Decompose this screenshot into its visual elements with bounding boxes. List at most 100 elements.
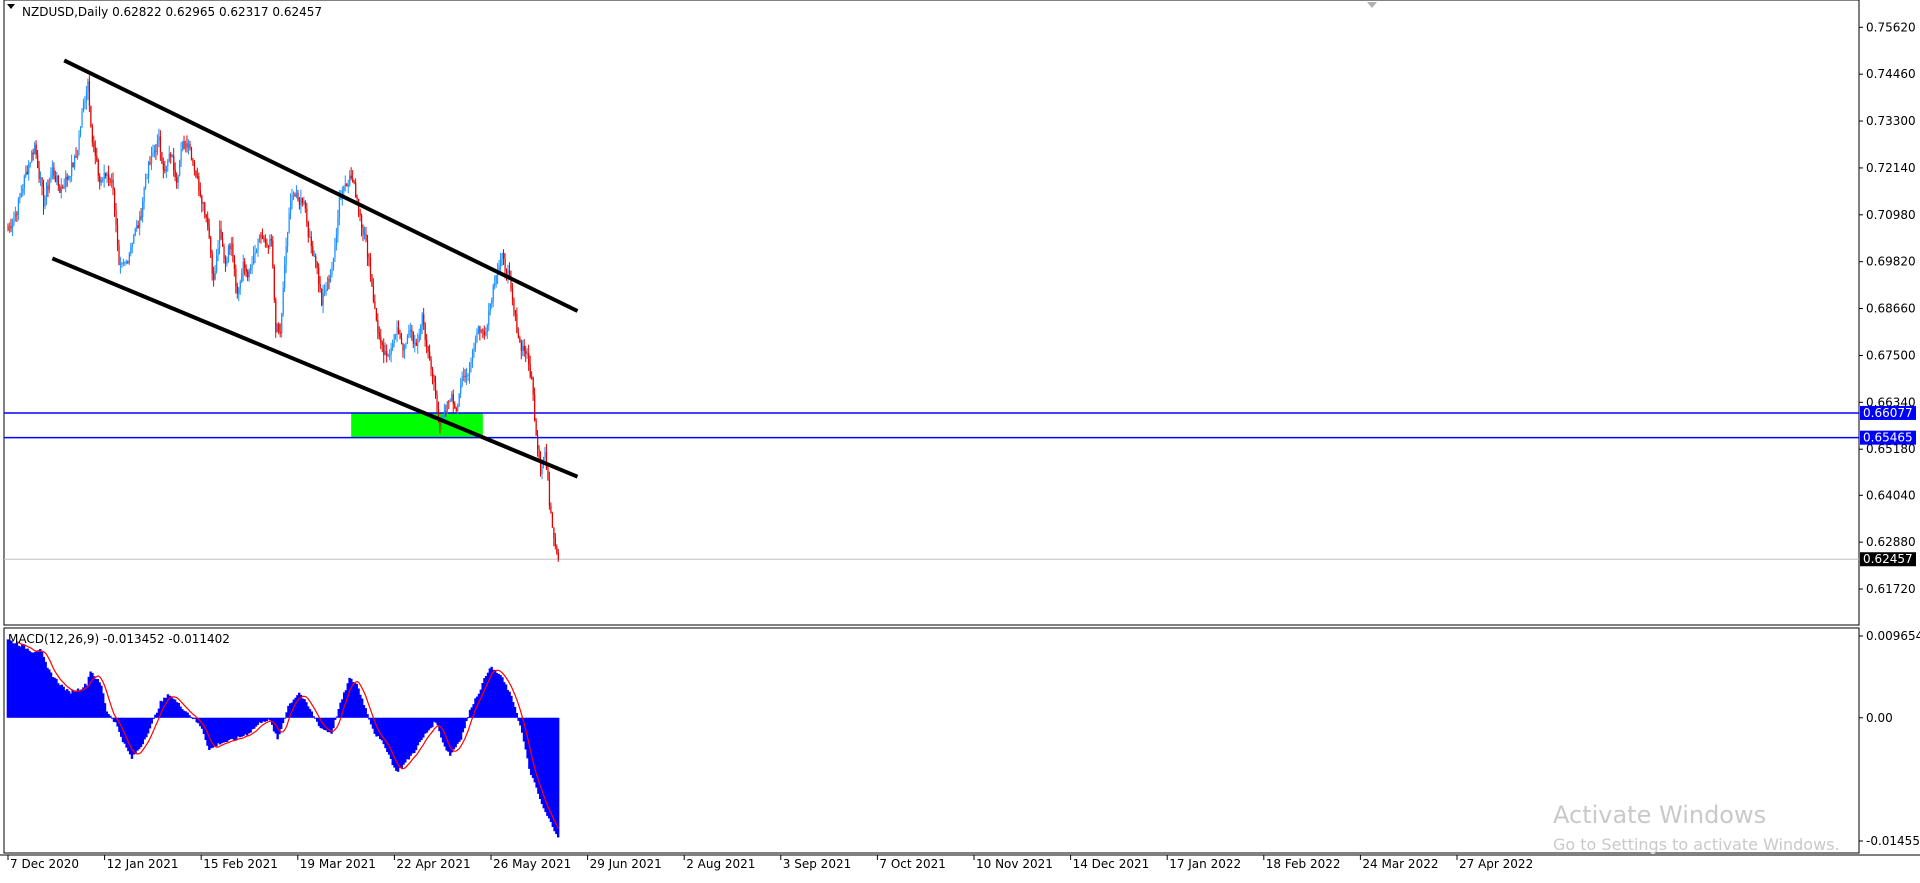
macd-histogram-bar xyxy=(44,661,47,718)
candle-body xyxy=(96,155,98,160)
candle-body xyxy=(103,172,105,180)
macd-histogram-bar xyxy=(191,717,195,720)
candle-body xyxy=(466,375,468,377)
candle-body xyxy=(458,393,460,406)
macd-histogram-bar xyxy=(177,702,180,718)
candle-body xyxy=(483,331,486,336)
symbol-header: NZDUSD,Daily 0.62822 0.62965 0.62317 0.6… xyxy=(22,5,322,19)
candle-body xyxy=(272,240,274,267)
candle-body xyxy=(307,222,309,237)
macd-histogram-bar xyxy=(546,717,549,816)
macd-histogram-bar xyxy=(315,717,319,722)
green-zone-rect xyxy=(351,412,483,438)
price-tag-label: 0.62457 xyxy=(1863,552,1913,566)
candle-body xyxy=(79,127,82,136)
candle-body xyxy=(476,332,478,343)
macd-histogram-bar xyxy=(481,682,484,718)
candle-body xyxy=(149,161,151,164)
macd-histogram-bar xyxy=(26,648,29,718)
macd-histogram-bar xyxy=(337,709,340,718)
candle-body xyxy=(170,153,172,157)
candle-body xyxy=(41,177,43,187)
macd-histogram-bar xyxy=(369,717,373,725)
chart-menu-chevron-icon[interactable] xyxy=(7,4,15,9)
macd-histogram-bar xyxy=(136,717,139,751)
macd-histogram-bar xyxy=(384,717,387,749)
macd-histogram-bar xyxy=(110,717,114,719)
candle-body xyxy=(66,176,68,180)
candle-body xyxy=(109,179,111,183)
candle-body xyxy=(287,232,289,247)
candle-body xyxy=(275,299,277,333)
time-tick-label: 3 Sep 2021 xyxy=(783,857,851,871)
candle-body xyxy=(71,162,73,176)
candle-body xyxy=(460,385,462,394)
candle-body xyxy=(112,179,114,191)
candle-body xyxy=(199,190,201,196)
macd-histogram-bar xyxy=(301,698,305,718)
macd-histogram-bar xyxy=(348,677,351,718)
candle-body xyxy=(516,314,518,333)
time-tick-label: 7 Dec 2020 xyxy=(10,857,79,871)
time-tick-label: 15 Feb 2021 xyxy=(203,857,278,871)
macd-histogram-bar xyxy=(378,717,382,740)
candle-body xyxy=(223,246,225,259)
candle-body xyxy=(474,342,477,348)
candle-body xyxy=(220,228,222,239)
candle-body xyxy=(528,353,530,365)
candle-body xyxy=(278,324,280,332)
candle-body xyxy=(396,327,398,335)
macd-histogram-bar xyxy=(28,650,31,718)
macd-histogram-bar xyxy=(19,646,22,718)
shift-marker-icon[interactable] xyxy=(1367,2,1377,8)
candle-body xyxy=(327,278,329,290)
candle-body xyxy=(127,261,129,263)
candle-body xyxy=(488,311,490,326)
macd-histogram-bar xyxy=(308,708,312,718)
candle-body xyxy=(152,152,154,154)
candle-body xyxy=(267,245,270,248)
candle-body xyxy=(266,242,268,246)
macd-histogram-bar xyxy=(42,656,46,718)
trendlines[interactable] xyxy=(51,58,579,479)
candle-body xyxy=(423,314,425,325)
candle-body xyxy=(174,169,176,178)
macd-histogram-bar xyxy=(146,717,150,734)
candle-body xyxy=(545,452,548,469)
candle-body xyxy=(448,401,450,403)
macd-histogram-bar xyxy=(427,717,430,731)
candle-body xyxy=(463,375,465,377)
candle-body xyxy=(332,257,335,269)
candle-body xyxy=(176,177,178,183)
candle-body xyxy=(239,282,241,289)
macd-histogram-bar xyxy=(420,717,423,741)
macd-histogram-bar xyxy=(501,677,504,718)
macd-histogram-bar xyxy=(414,717,418,751)
candle-body xyxy=(384,351,386,355)
macd-histogram-bar xyxy=(168,695,171,718)
macd-histogram-bar xyxy=(51,677,55,718)
macd-histogram-bar xyxy=(281,717,285,724)
candle-body xyxy=(513,298,515,311)
macd-histogram-bar xyxy=(8,640,11,718)
macd-histogram-bar xyxy=(339,702,342,718)
candle-body xyxy=(99,175,101,183)
macd-histogram-bar xyxy=(209,717,213,749)
candle-body xyxy=(556,546,558,553)
macd-histogram-bar xyxy=(434,717,438,723)
candle-body xyxy=(467,375,469,377)
price-tag-label: 0.65465 xyxy=(1863,431,1913,445)
candle-body xyxy=(329,274,332,282)
candle-body xyxy=(550,505,552,514)
candle-body xyxy=(344,183,346,186)
macd-histogram-bar xyxy=(391,717,394,766)
candle-body xyxy=(427,346,429,352)
candle-body xyxy=(451,394,453,401)
macd-histogram-bar xyxy=(373,717,376,734)
candle-body xyxy=(87,81,89,93)
candle-body xyxy=(393,334,395,344)
candle-body xyxy=(121,262,123,264)
macd-histogram-bar xyxy=(141,717,144,745)
macd-histogram-bar xyxy=(60,684,64,718)
